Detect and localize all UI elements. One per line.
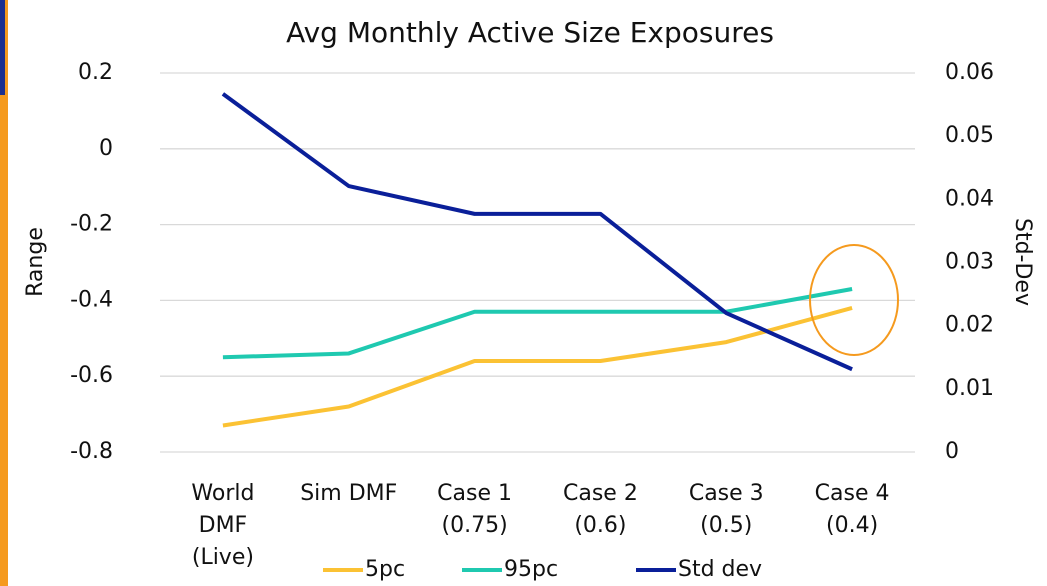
x-tick-label: Sim DMF bbox=[300, 481, 397, 506]
x-tick-label: Case 2 (0.6) bbox=[563, 481, 638, 538]
y2-tick-label: 0.05 bbox=[945, 123, 994, 148]
y-tick-label: -0.2 bbox=[70, 212, 113, 237]
y2-tick-label: 0 bbox=[945, 439, 959, 464]
legend-label: Std dev bbox=[678, 557, 762, 582]
y2-tick-label: 0.02 bbox=[945, 313, 994, 338]
y-tick-label: -0.4 bbox=[70, 287, 113, 312]
legend-label: 95pc bbox=[504, 557, 558, 582]
y2-axis-label: Std-Dev bbox=[1010, 218, 1035, 306]
y-tick-label: 0 bbox=[99, 136, 113, 161]
y2-tick-label: 0.03 bbox=[945, 250, 994, 275]
edge-strip bbox=[0, 0, 5, 95]
x-tick-label: World DMF (Live) bbox=[191, 481, 254, 570]
x-tick-label: Case 1 (0.75) bbox=[437, 481, 512, 538]
y-tick-label: 0.2 bbox=[78, 60, 113, 85]
edge-strip bbox=[0, 0, 8, 586]
plot: -0.8 -0.6 -0.4 -0.2 0 0.2 0 0.01 0.02 0.03 0.04 0.0… bbox=[70, 60, 994, 582]
highlight-ellipse bbox=[809, 244, 899, 356]
x-tick-label: Case 4 (0.4) bbox=[815, 481, 890, 538]
x-tick-label: Case 3 (0.5) bbox=[689, 481, 764, 538]
y2-tick-label: 0.04 bbox=[945, 186, 994, 211]
series-line bbox=[221, 92, 853, 372]
y-tick-label: -0.6 bbox=[70, 363, 113, 388]
y2-tick-label: 0.01 bbox=[945, 376, 994, 401]
y-axis-label: Range bbox=[23, 227, 48, 297]
legend-label: 5pc bbox=[365, 557, 405, 582]
y2-tick-label: 0.06 bbox=[945, 60, 994, 85]
series-line bbox=[222, 306, 853, 428]
series-line bbox=[222, 287, 853, 360]
y-tick-label: -0.8 bbox=[70, 439, 113, 464]
chart-title: Avg Monthly Active Size Exposures bbox=[286, 16, 774, 49]
